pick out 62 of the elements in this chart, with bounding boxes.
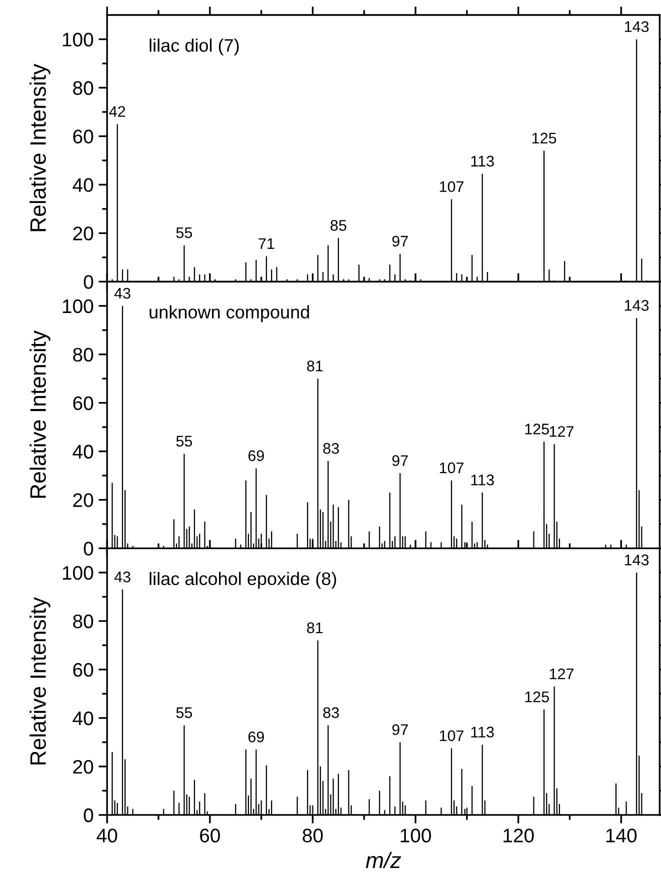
annotation: 85	[330, 220, 346, 231]
annotation: 42	[109, 106, 126, 117]
annotation: 97	[392, 236, 408, 247]
annotation: 113	[471, 474, 494, 486]
annotation: 83	[323, 443, 339, 454]
y-tick-label: 80	[73, 81, 94, 95]
annotation: 81	[307, 360, 323, 372]
y-tick-label: 60	[73, 130, 94, 144]
annotation: 113	[471, 156, 494, 167]
x-tick-label: 60	[200, 828, 220, 842]
annotation: 143	[624, 21, 649, 32]
y-tick-label: 40	[72, 444, 94, 459]
x-tick-label: 100	[400, 828, 431, 842]
y-axis-title: Relative Intensity	[30, 64, 50, 232]
y-tick-label: 40	[72, 178, 94, 192]
x-tick-label: 40	[96, 828, 118, 842]
y-tick-label: 100	[62, 299, 94, 314]
y-tick-label: 40	[72, 711, 94, 726]
annotation: 113	[471, 726, 494, 738]
annotation: 143	[624, 554, 649, 566]
y-tick-label: 60	[73, 662, 94, 677]
annotation: 143	[624, 300, 649, 311]
annotation: 43	[114, 572, 130, 582]
y-axis-title: Relative Intensity	[30, 330, 50, 498]
y-tick-label: 80	[73, 614, 94, 628]
y-tick-label: 100	[62, 32, 94, 46]
annotation: 43	[114, 288, 130, 299]
text: unknown compound	[150, 305, 309, 322]
text: lilac diol (7)	[150, 38, 239, 56]
annotation: 55	[176, 227, 192, 238]
annotation: 107	[440, 462, 464, 474]
y-tick-label: 20	[73, 493, 94, 508]
annotation: 69	[248, 732, 264, 742]
annotation: 83	[323, 707, 339, 718]
y-axis-title: Relative Intensity	[30, 597, 50, 764]
y-tick-label: 0	[84, 542, 94, 556]
y-tick-label: 20	[73, 226, 94, 240]
annotation: 97	[392, 724, 408, 736]
y-tick-label: 0	[84, 275, 94, 289]
annotation: 107	[440, 181, 464, 192]
annotation: 125	[525, 692, 549, 702]
text: lilac alcohol epoxide (8)	[150, 572, 336, 589]
y-tick-label: 20	[73, 760, 94, 774]
annotation: 125	[532, 132, 556, 144]
annotation: 125	[525, 424, 549, 434]
annotation: 69	[248, 450, 264, 462]
annotation: 71	[258, 238, 274, 249]
annotation: 97	[392, 455, 408, 466]
y-tick-label: 60	[73, 396, 94, 410]
annotation: 55	[176, 707, 192, 718]
annotation: 55	[176, 436, 192, 447]
annotation: 81	[307, 622, 323, 634]
annotation: 127	[550, 426, 574, 437]
y-tick-label: 0	[84, 808, 94, 822]
y-tick-label: 100	[62, 566, 94, 580]
y-tick-label: 80	[73, 348, 94, 362]
x-tick-label: 120	[504, 828, 534, 842]
x-axis-title: m/z	[366, 852, 401, 868]
annotation: 127	[550, 668, 574, 680]
annotation: 107	[440, 730, 464, 742]
x-tick-label: 80	[302, 828, 323, 842]
x-tick-label: 140	[606, 828, 637, 842]
